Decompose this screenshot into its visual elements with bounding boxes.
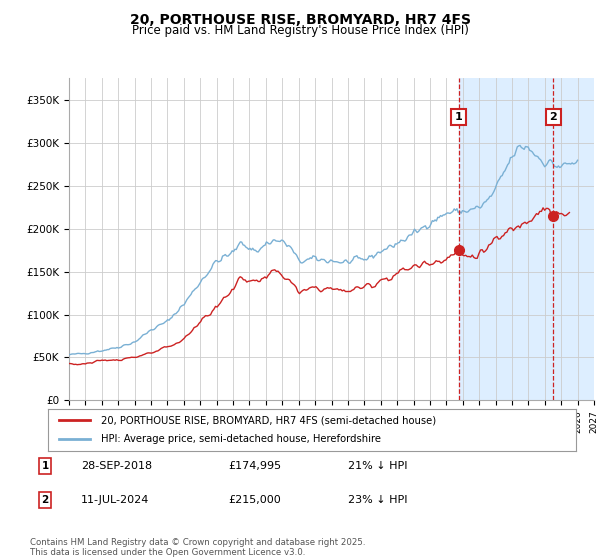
Text: 2: 2	[41, 495, 49, 505]
Text: 23% ↓ HPI: 23% ↓ HPI	[348, 495, 407, 505]
Text: 28-SEP-2018: 28-SEP-2018	[81, 461, 152, 471]
Text: 20, PORTHOUSE RISE, BROMYARD, HR7 4FS: 20, PORTHOUSE RISE, BROMYARD, HR7 4FS	[130, 13, 470, 27]
Text: £174,995: £174,995	[228, 461, 281, 471]
Text: 20, PORTHOUSE RISE, BROMYARD, HR7 4FS (semi-detached house): 20, PORTHOUSE RISE, BROMYARD, HR7 4FS (s…	[101, 415, 436, 425]
Bar	[458, 78, 594, 400]
Text: 1: 1	[41, 461, 49, 471]
Text: Price paid vs. HM Land Registry's House Price Index (HPI): Price paid vs. HM Land Registry's House …	[131, 24, 469, 36]
Text: HPI: Average price, semi-detached house, Herefordshire: HPI: Average price, semi-detached house,…	[101, 435, 381, 445]
Text: 21% ↓ HPI: 21% ↓ HPI	[348, 461, 407, 471]
Text: Contains HM Land Registry data © Crown copyright and database right 2025.
This d: Contains HM Land Registry data © Crown c…	[30, 538, 365, 557]
Text: 11-JUL-2024: 11-JUL-2024	[81, 495, 149, 505]
Text: £215,000: £215,000	[228, 495, 281, 505]
Text: 2: 2	[550, 112, 557, 122]
Text: 1: 1	[455, 112, 463, 122]
